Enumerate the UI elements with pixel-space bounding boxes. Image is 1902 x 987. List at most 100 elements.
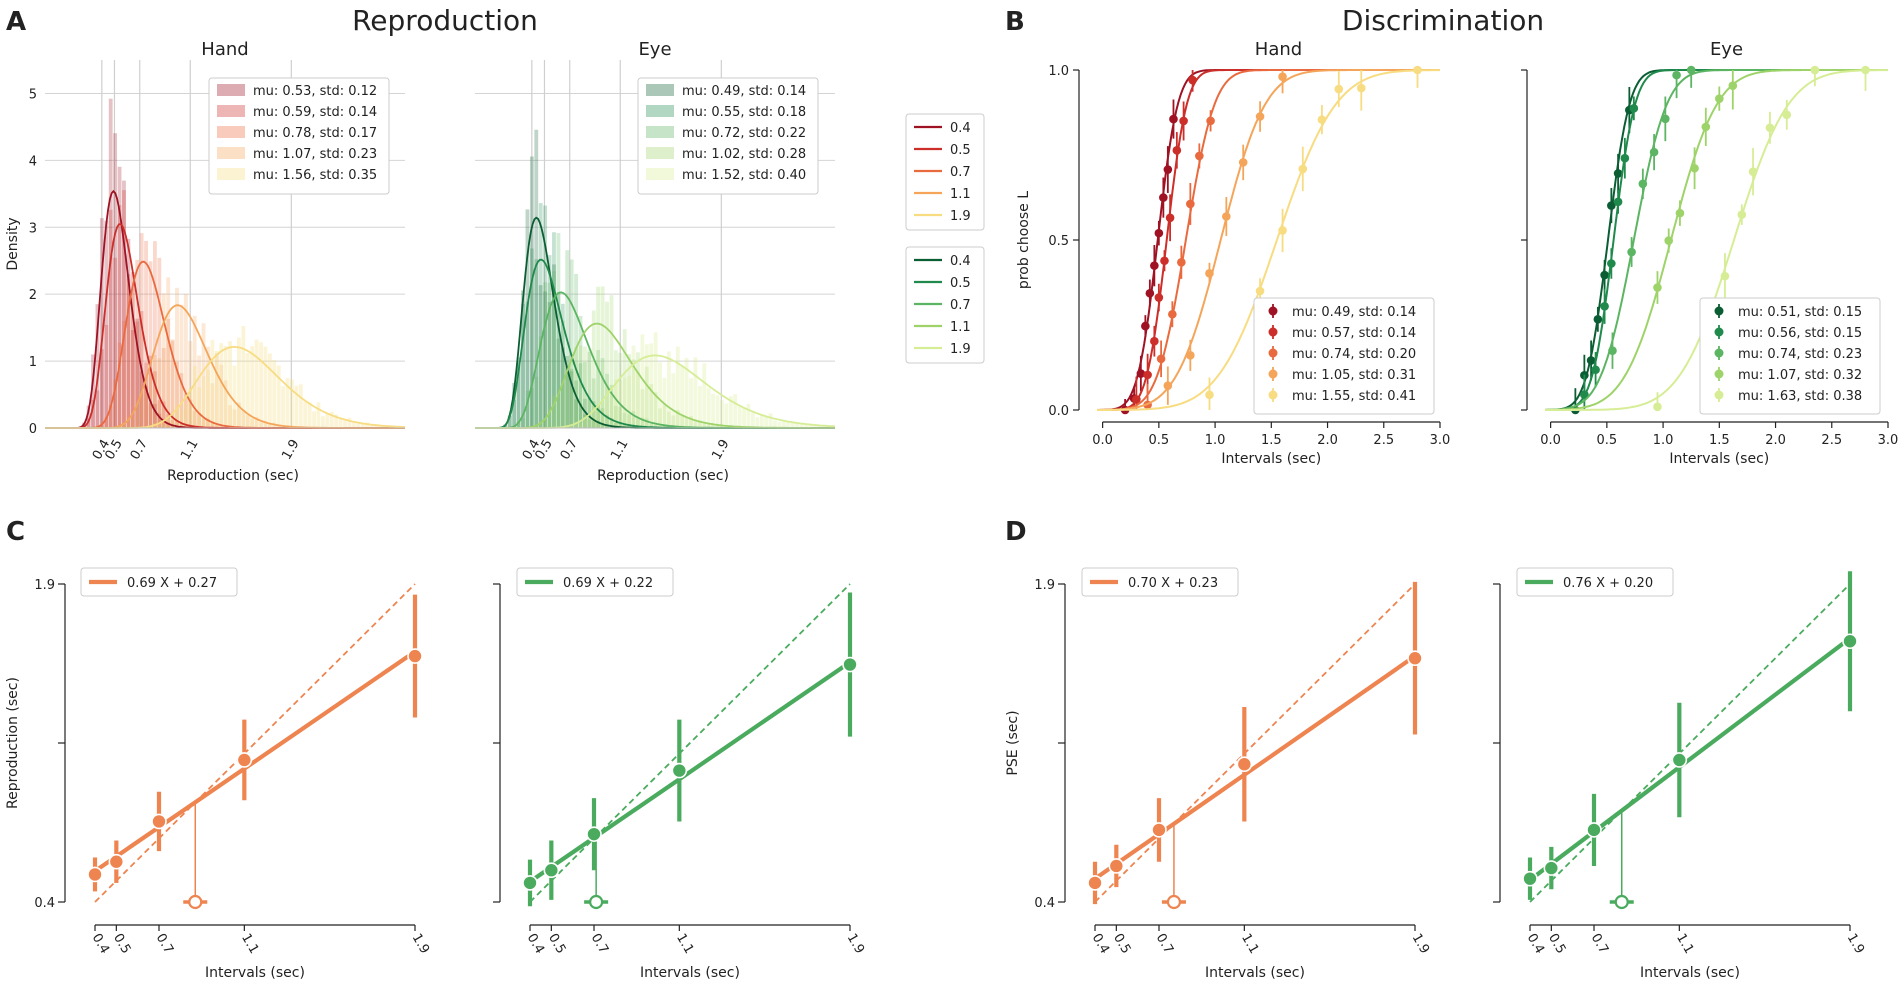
data-point: [1591, 365, 1600, 375]
histogram-bar: [525, 209, 530, 428]
histogram-bar: [662, 403, 667, 428]
histogram-bar: [329, 411, 334, 428]
histogram-bar: [583, 346, 587, 428]
histogram-bar: [214, 352, 219, 428]
histogram-bar: [148, 355, 153, 428]
legend-swatch: [646, 147, 674, 159]
histogram-bar: [574, 273, 578, 428]
data-point: [1580, 390, 1589, 399]
data-point: [1613, 169, 1623, 178]
histogram-bar: [627, 425, 632, 428]
histogram-bar: [552, 232, 556, 428]
histogram-bar: [188, 425, 193, 428]
y-tick-label: 1.9: [1034, 578, 1055, 593]
histogram-bar: [622, 329, 627, 428]
x-tick-label: 0.5: [1545, 931, 1568, 956]
data-point: [1600, 301, 1609, 311]
histogram-bar: [755, 417, 760, 428]
legend-label: mu: 1.63, std: 0.38: [1738, 389, 1862, 404]
histogram-bar: [104, 220, 109, 428]
histogram-bar: [689, 378, 693, 428]
histogram-bar: [122, 320, 126, 428]
histogram-bar: [166, 277, 171, 428]
histogram-bar: [764, 416, 769, 428]
data-point: [1672, 70, 1681, 80]
data-point: [1810, 65, 1820, 75]
histogram-bar: [547, 255, 552, 428]
histogram-bar: [578, 363, 583, 428]
histogram-bar: [649, 424, 654, 428]
histogram-bar: [653, 424, 658, 428]
data-point: [1593, 315, 1603, 324]
x-tick-label: 1.9: [1409, 931, 1432, 956]
histogram-bar: [569, 368, 574, 428]
histogram-bar: [108, 405, 113, 428]
histogram-bar: [605, 383, 609, 428]
histogram-bar: [135, 318, 140, 428]
data-point: [1186, 199, 1195, 209]
psychometric-curve: [1545, 69, 1888, 411]
x-tick-label: 1.5: [1261, 433, 1282, 448]
histogram-bar: [122, 190, 126, 428]
x-tick-label: 0.5: [1110, 931, 1133, 956]
histogram-bar: [759, 414, 764, 428]
histogram-bar: [192, 411, 197, 428]
x-tick-label: 1.9: [409, 931, 432, 956]
histogram-bar: [587, 416, 592, 428]
histogram-bar: [556, 395, 561, 428]
histogram-bar: [95, 304, 100, 428]
histogram-bar: [179, 423, 184, 428]
histogram-bar: [591, 403, 596, 428]
histogram-bar: [197, 413, 202, 428]
legend-label: 0.5: [950, 276, 971, 291]
data-point: [671, 762, 688, 779]
histogram-bar: [365, 422, 370, 428]
data-point: [1522, 870, 1538, 887]
histogram-bar: [746, 403, 751, 428]
data-point: [1586, 356, 1596, 365]
data-point: [1186, 351, 1195, 360]
data-point: [1163, 381, 1173, 390]
x-tick-label: 2.5: [1821, 433, 1842, 448]
histogram-bar: [113, 133, 118, 428]
legend-label: mu: 1.56, std: 0.35: [253, 168, 377, 183]
data-point: [1715, 94, 1724, 103]
histogram-bar: [795, 423, 800, 428]
histogram-bar: [86, 418, 91, 428]
histogram-bar: [622, 412, 627, 428]
histogram-bar: [179, 409, 184, 428]
histogram-bar: [263, 346, 268, 428]
histogram-bar: [259, 422, 263, 428]
histogram-bar: [369, 423, 374, 428]
histogram-bar: [777, 422, 782, 428]
identity-line: [1529, 583, 1851, 903]
histogram-bar: [613, 423, 618, 428]
x-tick-label: 2.0: [1765, 433, 1786, 448]
data-point: [1664, 236, 1674, 245]
data-point: [1620, 153, 1630, 163]
histogram-bar: [210, 383, 215, 428]
legend-label: mu: 0.57, std: 0.14: [1292, 326, 1416, 341]
histogram-bar: [547, 282, 552, 428]
data-point: [1177, 258, 1186, 267]
heading-reproduction: Reproduction: [352, 4, 538, 37]
legend-label: 0.4: [950, 254, 971, 269]
legend-swatch: [217, 105, 245, 117]
histogram-bar: [693, 419, 698, 428]
histogram-bar: [232, 365, 237, 428]
histogram-bar: [605, 301, 609, 428]
histogram-bar: [569, 424, 574, 428]
histogram-bar: [507, 415, 512, 428]
data-point: [1413, 65, 1422, 75]
data-point: [1317, 115, 1327, 124]
x-tick-label: 1.9: [709, 437, 732, 462]
x-tick-label: 1.1: [1673, 931, 1696, 956]
histogram-bar: [680, 415, 685, 428]
histogram-bar: [587, 397, 592, 428]
legend-label: mu: 1.07, std: 0.23: [253, 147, 377, 162]
psychometric-curve: [1545, 69, 1888, 411]
legend-label: 0.7: [950, 165, 971, 180]
y-axis-label: prob choose L: [1016, 191, 1032, 289]
histogram-bar: [206, 369, 210, 428]
data-point: [1236, 756, 1253, 773]
